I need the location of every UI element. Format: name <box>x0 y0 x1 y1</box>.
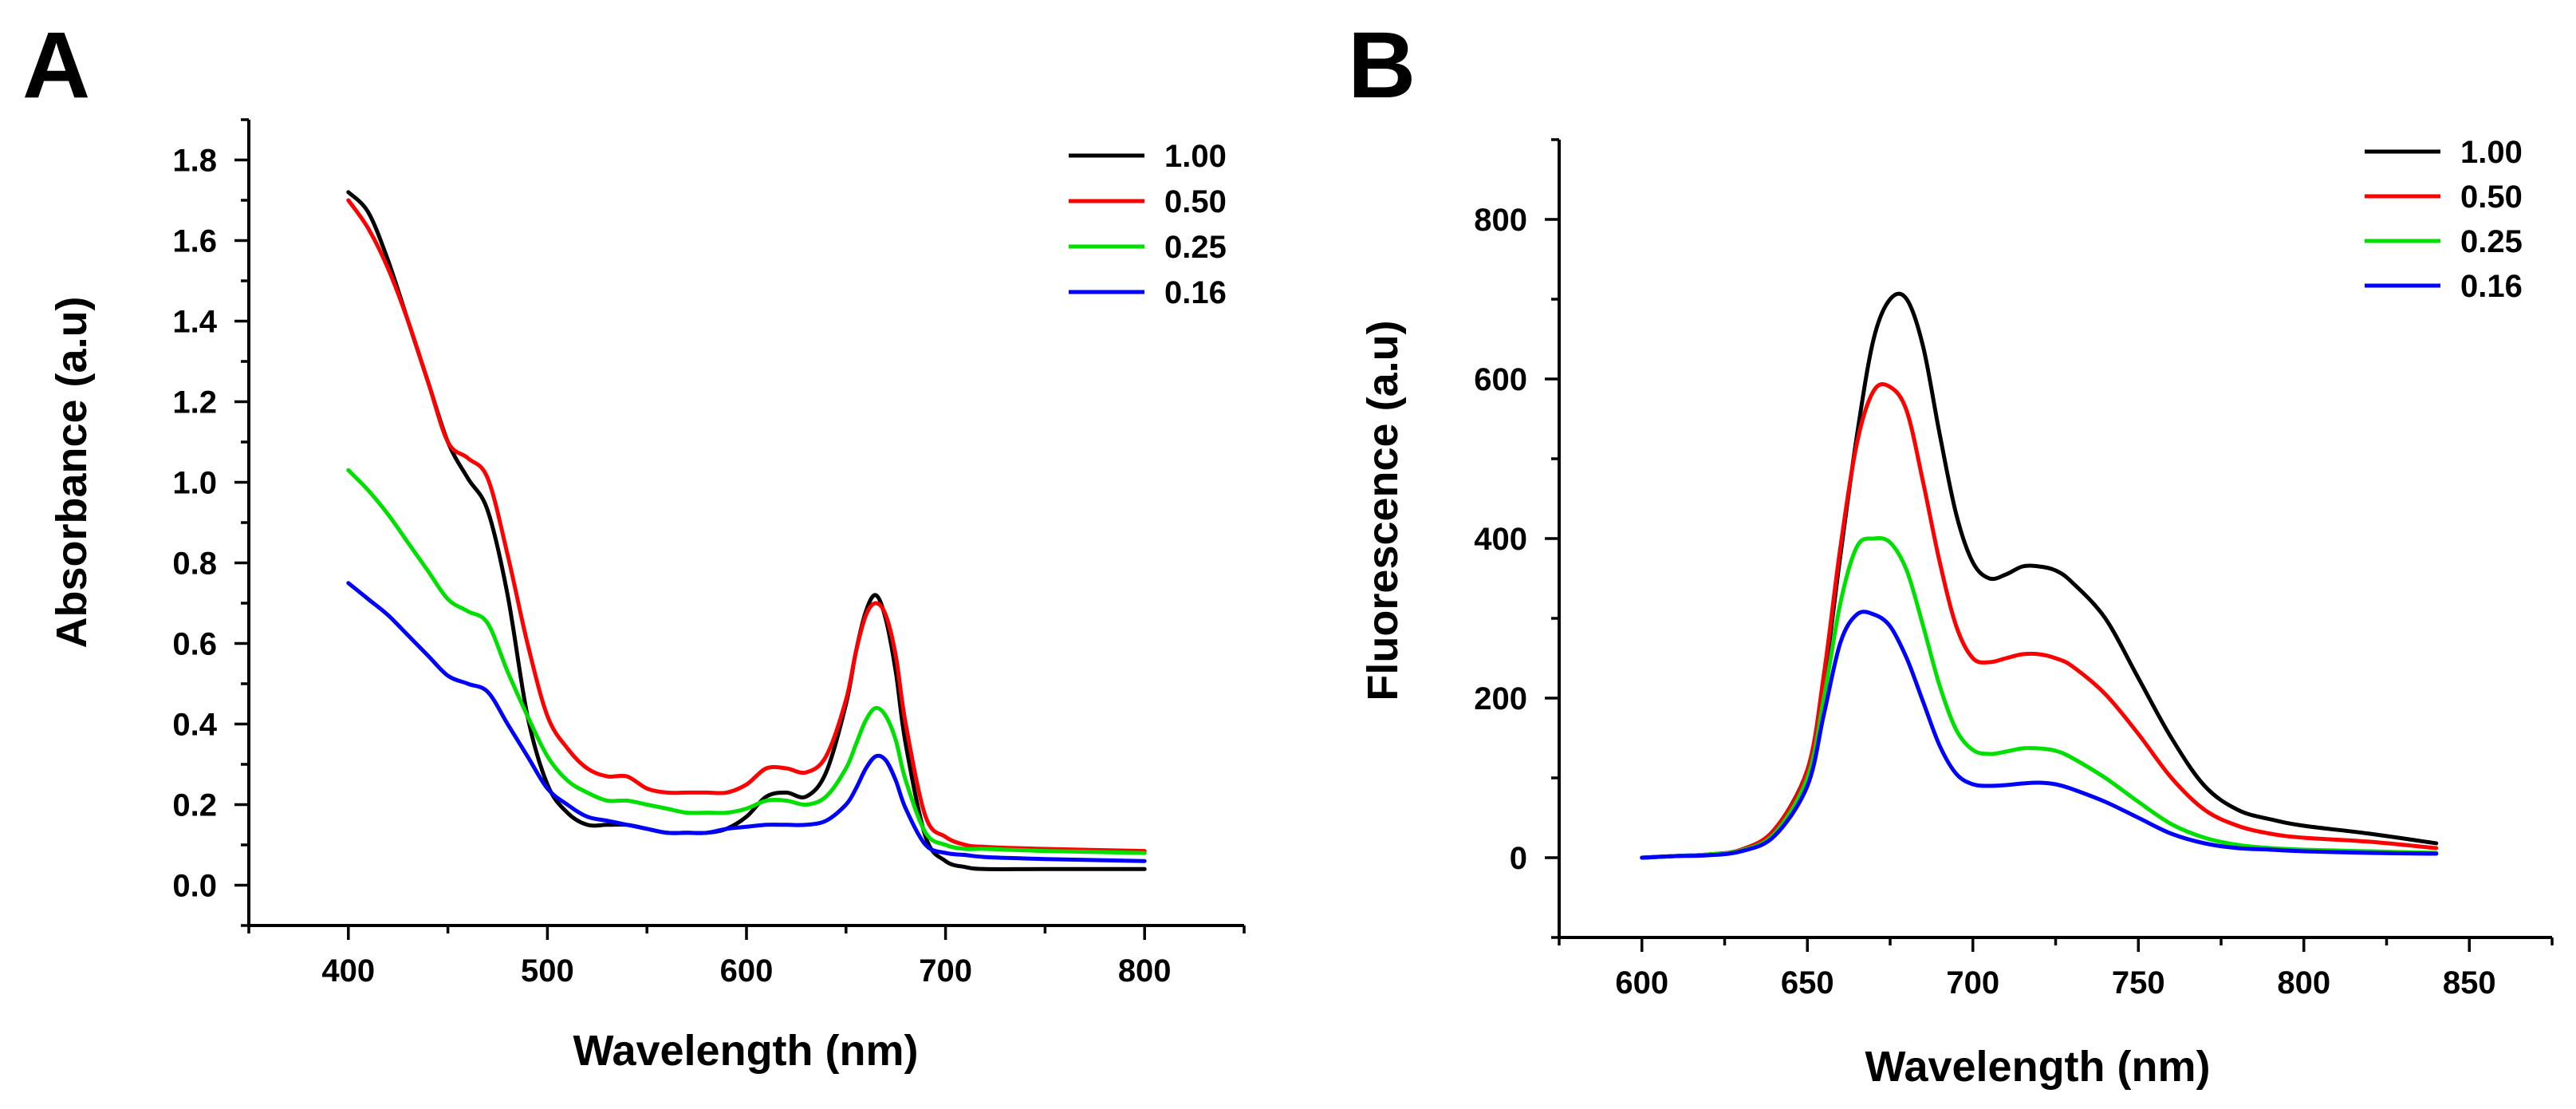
panel-b-ticks: 600 650 700 750 800 850 0 200 400 600 800 <box>1474 138 2554 1000</box>
panel-a-x-tick-label: 700 <box>919 953 972 989</box>
panel-a-y-tick-label: 1.8 <box>172 144 217 179</box>
panel-a-legend-label: 1.00 <box>1164 139 1227 174</box>
panel-b-y-axis-title: Fluorescence (a.u) <box>1359 320 1407 701</box>
panel-b-series <box>1640 291 2439 860</box>
panel-b-y-tick-label: 800 <box>1474 203 1527 238</box>
panel-b-legend-label: 0.50 <box>2460 180 2523 215</box>
panel-b-x-axis-title: Wavelength (nm) <box>1865 1043 2210 1091</box>
panel-a-legend-label: 0.50 <box>1164 184 1227 219</box>
panel-a-series-line-0.16 <box>346 581 1147 863</box>
panel-a-y-tick-label: 0.2 <box>172 788 217 823</box>
panel-a-y-tick-label: 0.6 <box>172 627 217 662</box>
panel-a-y-tick-label: 0.0 <box>172 869 217 904</box>
panel-letter-a: A <box>22 13 90 118</box>
panel-a-y-tick-label: 0.8 <box>172 547 217 582</box>
panel-a-legend: 1.00 0.50 0.25 0.16 <box>1069 139 1227 310</box>
panel-letter-b: B <box>1348 13 1416 118</box>
panel-b-series-line-0.50 <box>1640 382 2439 860</box>
panel-b-x-tick-label: 850 <box>2443 965 2496 1000</box>
panel-b-y-tick-label: 600 <box>1474 362 1527 397</box>
panel-a-ticks: 400 500 600 700 800 0.0 0.2 0.4 0.6 0.8 1.0 1.2 1.4 1… <box>172 118 1246 989</box>
panel-a-y-tick-label: 1.6 <box>172 224 217 259</box>
panel-b-y-tick-label: 0 <box>1510 841 1527 876</box>
panel-a-series-line-0.25 <box>346 468 1147 855</box>
panel-a-y-axis-title: Absorbance (a.u) <box>48 296 96 648</box>
panel-b-x-tick-label: 700 <box>1946 965 1999 1000</box>
panel-b-x-tick-label: 650 <box>1781 965 1834 1000</box>
panel-a-x-tick-label: 600 <box>720 953 774 989</box>
panel-b-series-line-0.16 <box>1640 610 2439 860</box>
panel-a: A 400 500 600 700 800 0.0 0.2 0.4 0.6 0.8 1.0 1.2 1.… <box>22 13 1246 1075</box>
panel-a-y-tick-label: 1.0 <box>172 466 217 501</box>
panel-a-legend-label: 0.16 <box>1164 275 1227 310</box>
panel-b-axes <box>1558 140 2552 939</box>
panel-b-x-tick-label: 600 <box>1615 965 1668 1000</box>
panel-b-legend-label: 1.00 <box>2460 135 2523 170</box>
panel-a-x-tick-label: 400 <box>321 953 375 989</box>
panel-b-series-line-1.00 <box>1640 291 2439 860</box>
panel-b: B 600 650 700 750 800 850 0 200 400 600 800 1.00 0.… <box>1348 13 2554 1091</box>
panel-a-y-tick-label: 1.4 <box>172 305 217 340</box>
panel-b-legend-label: 0.25 <box>2460 224 2523 259</box>
panel-b-legend: 1.00 0.50 0.25 0.16 <box>2365 135 2523 304</box>
panel-b-y-tick-label: 400 <box>1474 522 1527 557</box>
panel-b-y-tick-label: 200 <box>1474 681 1527 716</box>
panel-a-series <box>346 190 1147 871</box>
panel-a-legend-label: 0.25 <box>1164 230 1227 265</box>
panel-a-axes <box>247 120 1244 927</box>
panel-a-series-line-0.50 <box>346 198 1147 854</box>
panel-a-y-tick-label: 0.4 <box>172 708 217 743</box>
panel-a-x-tick-label: 800 <box>1118 953 1172 989</box>
panel-b-series-line-0.25 <box>1640 535 2439 860</box>
panel-b-legend-label: 0.16 <box>2460 269 2523 304</box>
panel-a-x-axis-title: Wavelength (nm) <box>573 1027 918 1075</box>
panel-a-y-tick-label: 1.2 <box>172 385 217 420</box>
panel-b-x-tick-label: 750 <box>2112 965 2165 1000</box>
panel-a-x-tick-label: 500 <box>521 953 574 989</box>
panel-a-series-line-1.00 <box>346 190 1147 871</box>
panel-b-x-tick-label: 800 <box>2277 965 2330 1000</box>
